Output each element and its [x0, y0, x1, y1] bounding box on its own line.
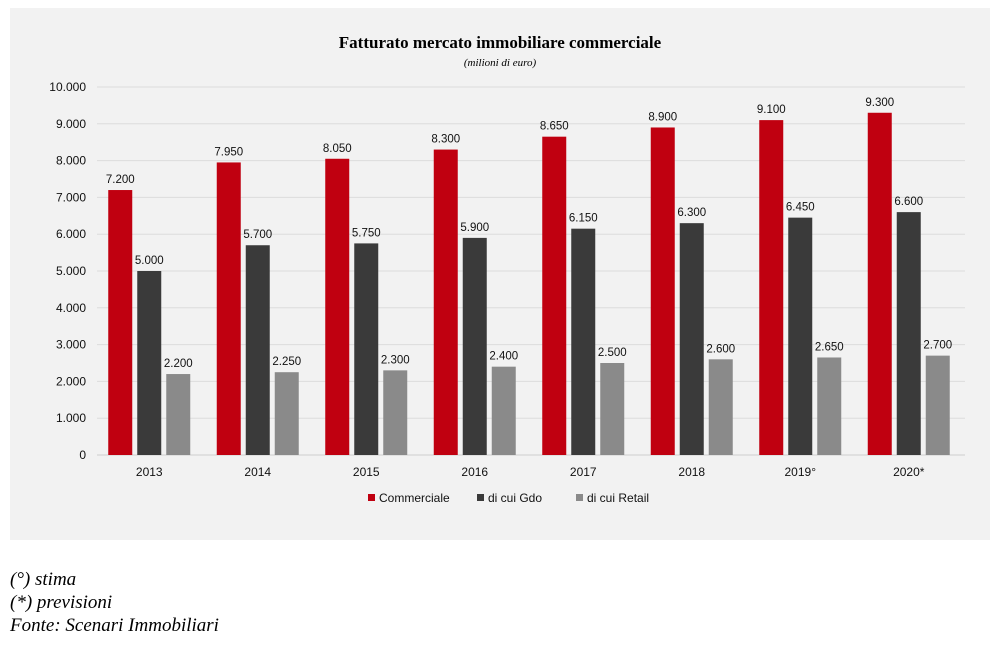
- bar-commerciale: [867, 112, 892, 455]
- bar-di-cui-retail: [817, 357, 842, 455]
- data-label: 2.300: [381, 354, 410, 366]
- bar-di-cui-gdo: [137, 271, 162, 455]
- data-label: 2.500: [598, 347, 627, 359]
- bar-di-cui-retail: [383, 370, 408, 455]
- bar-di-cui-gdo: [679, 223, 704, 455]
- x-tick-label: 2017: [570, 465, 597, 479]
- bar-commerciale: [759, 120, 784, 456]
- chart-subtitle: (milioni di euro): [464, 57, 537, 69]
- legend-swatch: [477, 494, 484, 501]
- data-label: 5.700: [243, 229, 272, 241]
- bar-di-cui-gdo: [788, 217, 813, 455]
- bar-di-cui-gdo: [571, 228, 596, 455]
- x-tick-label: 2015: [353, 465, 380, 479]
- x-tick-label: 2014: [244, 465, 271, 479]
- data-label: 9.300: [865, 97, 894, 109]
- data-label: 2.600: [706, 343, 735, 355]
- data-label: 6.600: [894, 196, 923, 208]
- y-tick-label: 1.000: [56, 411, 86, 425]
- data-label: 5.000: [135, 255, 164, 267]
- data-label: 5.900: [460, 222, 489, 234]
- y-tick-label: 3.000: [56, 338, 86, 352]
- bar-commerciale: [108, 190, 133, 456]
- data-label: 7.950: [214, 146, 243, 158]
- data-label: 6.450: [786, 202, 815, 214]
- note-forecast: (*) previsioni: [10, 592, 113, 613]
- footnotes: (°) stima (*) previsioni Fonte: Scenari …: [10, 568, 219, 637]
- data-label: 8.300: [431, 134, 460, 146]
- data-label: 2.250: [272, 356, 301, 368]
- bar-di-cui-gdo: [462, 237, 487, 455]
- y-tick-label: 0: [79, 448, 86, 462]
- bar-di-cui-gdo: [245, 245, 270, 455]
- data-label: 8.900: [648, 111, 677, 123]
- data-label: 2.700: [923, 340, 952, 352]
- y-tick-label: 6.000: [56, 227, 86, 241]
- legend-label: Commerciale: [379, 491, 450, 505]
- legend-label: di cui Retail: [587, 491, 649, 505]
- data-label: 9.100: [757, 104, 786, 116]
- data-label: 7.200: [106, 174, 135, 186]
- bar-commerciale: [542, 136, 567, 455]
- y-tick-label: 2.000: [56, 374, 86, 388]
- legend-swatch: [368, 494, 375, 501]
- y-tick-label: 10.000: [49, 80, 86, 94]
- bar-di-cui-retail: [600, 363, 625, 455]
- data-label: 8.050: [323, 143, 352, 155]
- x-tick-label: 2013: [136, 465, 163, 479]
- data-label: 2.400: [489, 351, 518, 363]
- data-label: 2.200: [164, 358, 193, 370]
- bar-chart: Fatturato mercato immobiliare commercial…: [49, 33, 965, 505]
- data-label: 8.650: [540, 121, 569, 133]
- chart-title: Fatturato mercato immobiliare commercial…: [339, 33, 662, 52]
- bar-commerciale: [433, 149, 458, 455]
- bar-commerciale: [216, 162, 241, 455]
- data-label: 6.150: [569, 213, 598, 225]
- x-tick-label: 2019°: [785, 465, 817, 479]
- note-estimate: (°) stima: [10, 569, 77, 590]
- data-label: 5.750: [352, 227, 381, 239]
- y-tick-label: 7.000: [56, 190, 86, 204]
- x-tick-label: 2018: [678, 465, 705, 479]
- bar-di-cui-retail: [166, 374, 191, 455]
- data-label: 2.650: [815, 341, 844, 353]
- y-tick-label: 4.000: [56, 301, 86, 315]
- bar-di-cui-retail: [274, 372, 299, 455]
- note-source: Fonte: Scenari Immobiliari: [10, 615, 219, 636]
- legend-label: di cui Gdo: [488, 491, 542, 505]
- y-tick-label: 9.000: [56, 117, 86, 131]
- bar-di-cui-gdo: [354, 243, 379, 455]
- legend-swatch: [576, 494, 583, 501]
- bar-di-cui-gdo: [896, 212, 921, 455]
- x-tick-label: 2016: [461, 465, 488, 479]
- bar-commerciale: [325, 158, 350, 455]
- bar-di-cui-retail: [708, 359, 733, 455]
- y-tick-label: 8.000: [56, 154, 86, 168]
- bar-di-cui-retail: [925, 355, 950, 455]
- x-tick-label: 2020*: [893, 465, 925, 479]
- bar-di-cui-retail: [491, 366, 516, 455]
- bar-commerciale: [650, 127, 675, 455]
- data-label: 6.300: [677, 207, 706, 219]
- y-tick-label: 5.000: [56, 264, 86, 278]
